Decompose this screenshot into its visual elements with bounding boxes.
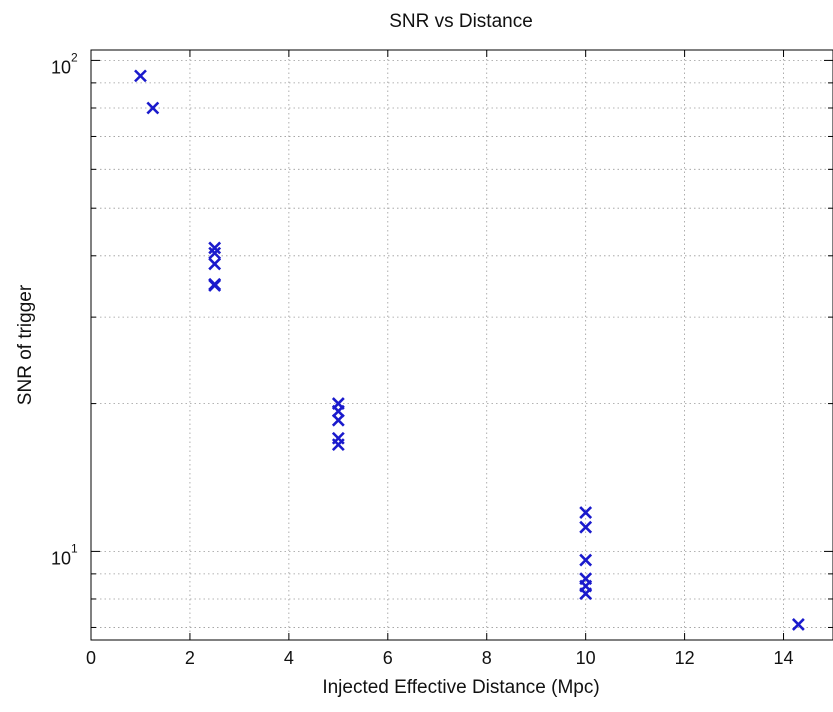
x-tick-label: 6 bbox=[383, 648, 393, 668]
y-tick-exponent: 1 bbox=[71, 541, 78, 555]
x-tick-label: 12 bbox=[675, 648, 695, 668]
data-point bbox=[579, 506, 593, 519]
data-point bbox=[331, 438, 345, 452]
data-point bbox=[579, 520, 593, 534]
data-point bbox=[331, 413, 345, 427]
grid bbox=[91, 50, 833, 640]
x-tick-label: 14 bbox=[774, 648, 794, 668]
data-point bbox=[208, 257, 222, 271]
data-point bbox=[208, 241, 222, 255]
y-tick-label: 10 2 bbox=[51, 50, 78, 77]
data-point bbox=[579, 553, 593, 567]
x-tick-label: 4 bbox=[284, 648, 294, 668]
x-tick-label: 0 bbox=[86, 648, 96, 668]
data-point bbox=[146, 101, 160, 115]
data-point bbox=[208, 246, 222, 260]
plot-frame bbox=[90, 49, 833, 641]
x-tick-label: 2 bbox=[185, 648, 195, 668]
x-tick-label: 8 bbox=[482, 648, 492, 668]
y-axis-label: SNR of trigger bbox=[15, 284, 36, 405]
chart-title: SNR vs Distance bbox=[389, 11, 533, 32]
y-tick-base: 10 bbox=[51, 57, 71, 77]
data-points bbox=[134, 69, 805, 631]
y-tick-base: 10 bbox=[51, 548, 71, 568]
data-point bbox=[134, 69, 147, 83]
x-tick-label: 10 bbox=[576, 648, 596, 668]
y-tick-exponent: 2 bbox=[71, 50, 78, 64]
x-axis-label: Injected Effective Distance (Mpc) bbox=[322, 677, 599, 698]
data-point bbox=[208, 279, 222, 292]
data-point bbox=[579, 587, 593, 601]
data-point bbox=[791, 618, 805, 631]
axis-ticks bbox=[90, 50, 833, 640]
y-tick-label: 10 1 bbox=[51, 541, 78, 568]
